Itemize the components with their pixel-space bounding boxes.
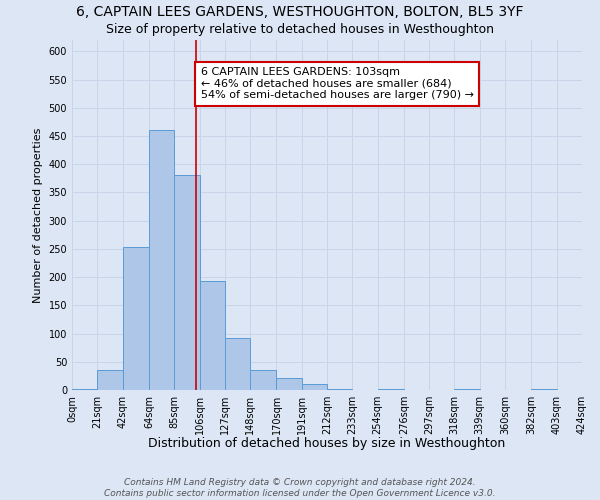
Bar xyxy=(250,370,277,390)
Text: Size of property relative to detached houses in Westhoughton: Size of property relative to detached ho… xyxy=(106,22,494,36)
Bar xyxy=(97,370,122,390)
Bar xyxy=(199,281,225,390)
Y-axis label: Number of detached properties: Number of detached properties xyxy=(33,128,43,302)
Bar xyxy=(225,338,250,390)
Bar xyxy=(122,247,149,390)
Text: Contains HM Land Registry data © Crown copyright and database right 2024.
Contai: Contains HM Land Registry data © Crown c… xyxy=(104,478,496,498)
Bar xyxy=(302,384,327,390)
Bar xyxy=(149,130,174,390)
Text: 6, CAPTAIN LEES GARDENS, WESTHOUGHTON, BOLTON, BL5 3YF: 6, CAPTAIN LEES GARDENS, WESTHOUGHTON, B… xyxy=(76,5,524,19)
Bar xyxy=(174,176,199,390)
Text: 6 CAPTAIN LEES GARDENS: 103sqm
← 46% of detached houses are smaller (684)
54% of: 6 CAPTAIN LEES GARDENS: 103sqm ← 46% of … xyxy=(201,67,474,100)
Bar xyxy=(277,378,302,390)
X-axis label: Distribution of detached houses by size in Westhoughton: Distribution of detached houses by size … xyxy=(148,437,506,450)
